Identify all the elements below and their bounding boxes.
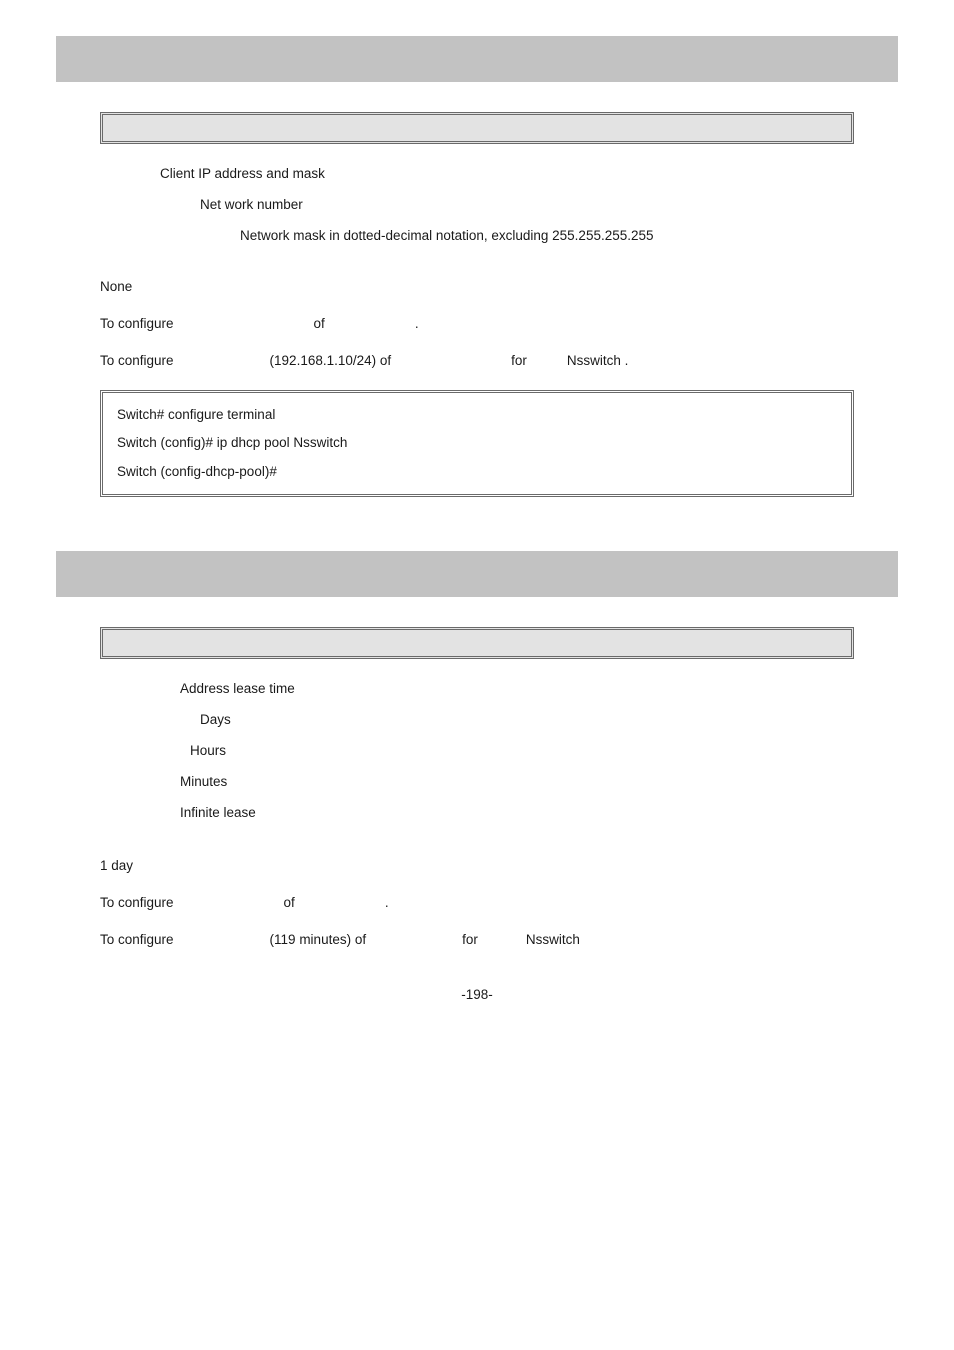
syntax-box-placeholder — [100, 112, 854, 144]
def-item: Net work number — [100, 189, 854, 220]
def-item: Infinite lease — [100, 797, 854, 828]
default-value: 1 day — [100, 858, 854, 873]
def-item: Hours — [100, 735, 854, 766]
def-item: Days — [100, 704, 854, 735]
text-fragment: To configure — [100, 895, 174, 910]
text-fragment: . — [385, 895, 389, 910]
one-day-label: 1 day — [100, 858, 133, 873]
text-fragment: for — [511, 353, 527, 368]
text-fragment: of — [284, 895, 295, 910]
config-of-line: To configure of . — [100, 895, 854, 910]
def-item: Address lease time — [100, 673, 854, 704]
command-box: Switch# configure terminal Switch (confi… — [100, 390, 854, 497]
command-line: Switch (config-dhcp-pool)# — [117, 458, 837, 486]
section-header-bar — [56, 551, 898, 597]
syntax-box-placeholder — [100, 627, 854, 659]
command-line: Switch (config)# ip dhcp pool Nsswitch — [117, 429, 837, 457]
none-label: None — [100, 279, 132, 294]
def-item: Client IP address and mask — [100, 158, 854, 189]
definition-list: Address lease time Days Hours Minutes In… — [100, 673, 854, 828]
def-item: Minutes — [100, 766, 854, 797]
section-header-bar — [56, 36, 898, 82]
text-fragment: for — [462, 932, 478, 947]
command-line: Switch# configure terminal — [117, 401, 837, 429]
def-item: Network mask in dotted-decimal notation,… — [100, 220, 854, 251]
text-fragment: (192.168.1.10/24) of — [270, 353, 392, 368]
default-value: None — [100, 279, 854, 294]
text-fragment: Nsswitch — [526, 932, 580, 947]
config-of-line: To configure of . — [100, 316, 854, 331]
config-for-line: To configure (119 minutes) of for Nsswit… — [100, 932, 854, 947]
page-number: -198- — [56, 987, 898, 1002]
text-fragment: Nsswitch . — [567, 353, 629, 368]
config-for-line: To configure (192.168.1.10/24) of for Ns… — [100, 353, 854, 368]
text-fragment: (119 minutes) of — [270, 932, 367, 947]
text-fragment: To configure — [100, 353, 174, 368]
text-fragment: To configure — [100, 932, 174, 947]
text-fragment: of — [314, 316, 325, 331]
definition-list: Client IP address and mask Net work numb… — [100, 158, 854, 251]
text-fragment: To configure — [100, 316, 174, 331]
text-fragment: . — [415, 316, 419, 331]
